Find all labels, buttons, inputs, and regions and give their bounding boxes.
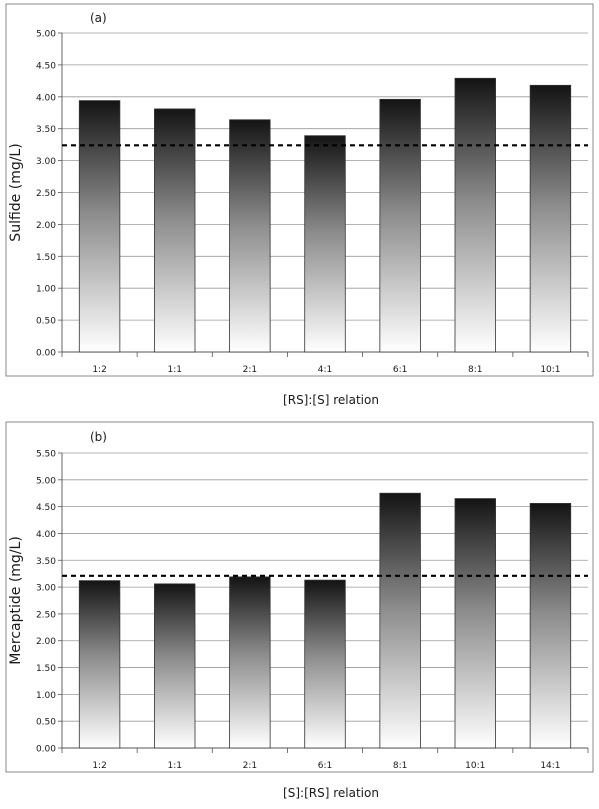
x-tick-label: 1:2: [92, 761, 106, 771]
x-tick-label: 1:1: [167, 761, 181, 771]
bar-4-1: [304, 135, 346, 353]
y-tick-label: 5.00: [36, 476, 56, 486]
bar-2-1: [229, 119, 271, 353]
y-axis-label: Mercaptide (mg/L): [8, 536, 24, 665]
bar-1-1: [154, 583, 196, 749]
y-tick-label: 1.50: [36, 664, 56, 674]
bar-1-2: [78, 580, 121, 749]
panel-label: (a): [90, 11, 107, 25]
chart-frame: [5, 421, 594, 773]
panel-a: (a) 0.00 0.50 1.00 1.50 2.00 2.50 3.00 3.50 4.00 4…: [5, 3, 594, 407]
y-tick-label: 1.00: [36, 691, 56, 701]
x-axis-label: [S]:[RS] relation: [283, 786, 379, 800]
x-tick-label: 2:1: [243, 761, 257, 771]
bar-10-1: [529, 84, 572, 353]
y-tick-label: 0.00: [36, 349, 56, 359]
y-tick-label: 0.50: [36, 718, 56, 728]
bar-8-1: [454, 77, 496, 353]
y-tick-label: 2.50: [36, 189, 56, 199]
y-tick-label: 3.00: [36, 584, 56, 594]
y-axis-label: Sulfide (mg/L): [8, 143, 24, 241]
y-tick-label: 4.00: [36, 93, 56, 103]
bar-6-1: [379, 98, 421, 353]
x-tick-label: 10:1: [465, 761, 485, 771]
y-tick-label: 3.50: [36, 557, 56, 567]
y-tick-label: 5.00: [36, 30, 56, 40]
y-tick-label: 1.00: [36, 285, 56, 295]
y-tick-label: 0.00: [36, 745, 56, 755]
y-tick-label: 2.50: [36, 610, 56, 620]
y-tick-label: 0.50: [36, 317, 56, 327]
x-tick-label: 6:1: [318, 761, 332, 771]
bar-14-1: [529, 503, 572, 749]
x-tick-label: 6:1: [393, 365, 407, 375]
y-tick-label: 3.00: [36, 157, 56, 167]
y-tick-label: 2.00: [36, 637, 56, 647]
x-axis-label: [RS]:[S] relation: [283, 393, 379, 407]
y-tick-label: 1.50: [36, 253, 56, 263]
panel-b: (b) 0.00 0.50 1.00 1.50 2.00 2.50 3.00 3.50 4.00 4…: [5, 421, 594, 800]
panel-label: (b): [90, 430, 107, 444]
x-tick-label: 4:1: [318, 365, 332, 375]
y-tick-label: 3.50: [36, 125, 56, 135]
bar-2-1: [229, 576, 271, 749]
y-tick-label: 4.50: [36, 61, 56, 71]
bar-8-1: [379, 492, 421, 749]
y-tick-label: 2.00: [36, 221, 56, 231]
x-tick-label: 8:1: [393, 761, 407, 771]
x-tick-label: 2:1: [243, 365, 257, 375]
y-tick-label: 4.00: [36, 530, 56, 540]
x-tick-label: 1:1: [167, 365, 181, 375]
bar-10-1: [454, 498, 496, 749]
x-tick-label: 14:1: [540, 761, 560, 771]
chart-frame: [5, 3, 594, 377]
x-tick-label: 8:1: [468, 365, 482, 375]
bar-1-2: [78, 100, 121, 353]
x-tick-label: 10:1: [540, 365, 560, 375]
y-tick-label: 4.50: [36, 503, 56, 513]
x-tick-label: 1:2: [92, 365, 106, 375]
y-tick-label: 5.50: [36, 450, 56, 460]
bar-1-1: [154, 108, 196, 353]
bar-6-1: [304, 579, 346, 749]
